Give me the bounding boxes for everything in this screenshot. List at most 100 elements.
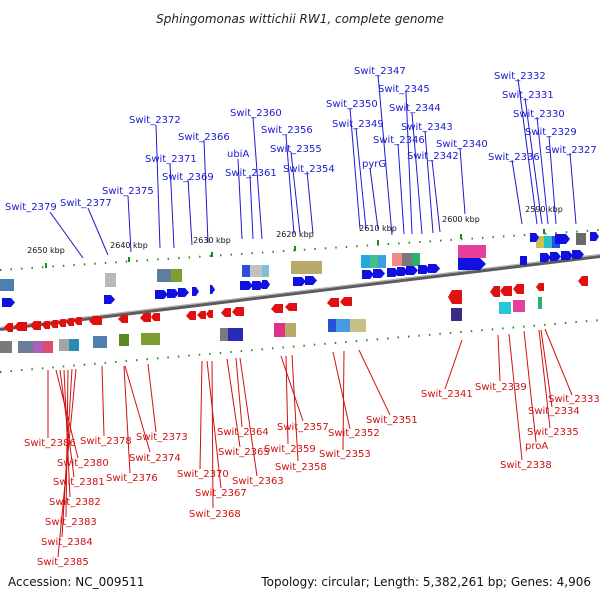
accession-text: Accession: NC_009511 bbox=[8, 575, 144, 589]
leader-line bbox=[127, 195, 132, 253]
leader-line bbox=[239, 357, 258, 477]
kbp-label: 2650 kbp bbox=[27, 246, 65, 255]
gene-label: Swit_2378 bbox=[80, 436, 132, 447]
forward-gene-arrow bbox=[2, 298, 15, 307]
reverse-gene-arrow bbox=[285, 303, 297, 311]
gene-label: Swit_2368 bbox=[189, 509, 241, 520]
leader-line bbox=[285, 134, 295, 235]
leader-line bbox=[211, 360, 214, 509]
reverse-gene-arrow bbox=[221, 308, 231, 317]
gene-label: Swit_2364 bbox=[217, 427, 269, 438]
leader-line bbox=[536, 116, 549, 225]
forward-gene-arrow bbox=[362, 270, 374, 279]
leader-line bbox=[87, 207, 109, 256]
feature-block bbox=[350, 319, 366, 332]
gene-label: Swit_2375 bbox=[102, 186, 154, 197]
reverse-gene-arrow bbox=[66, 318, 74, 326]
leader-line bbox=[199, 360, 203, 470]
reverse-gene-arrow bbox=[500, 286, 512, 296]
reverse-strand-genes bbox=[4, 276, 588, 332]
reverse-gene-arrow bbox=[42, 321, 50, 329]
kbp-label: 2630 kbp bbox=[193, 236, 231, 245]
feature-block bbox=[451, 308, 462, 321]
feature-block bbox=[274, 323, 285, 337]
feature-block bbox=[171, 269, 182, 282]
leader-line bbox=[291, 354, 299, 462]
forward-gene-arrow bbox=[530, 233, 539, 242]
feature-block bbox=[308, 261, 322, 274]
leader-line bbox=[65, 369, 69, 518]
kbp-label: 2600 kbp bbox=[442, 215, 480, 224]
reverse-gene-arrow bbox=[140, 313, 151, 322]
feature-block bbox=[370, 255, 378, 268]
gene-label: Swit_2371 bbox=[145, 154, 197, 165]
top-gene-labels: Swit_2379 Swit_2377 Swit_2375 Swit_2372 … bbox=[5, 66, 597, 213]
gene-label: Swit_2339 bbox=[475, 382, 527, 393]
forward-gene-arrow bbox=[397, 267, 408, 276]
leader-line bbox=[569, 152, 577, 225]
map-title: Sphingomonas wittichii RW1, complete gen… bbox=[156, 12, 444, 26]
forward-gene-arrow bbox=[192, 287, 199, 296]
leader-line bbox=[508, 333, 523, 461]
gene-label: Swit_2365 bbox=[218, 447, 270, 458]
feature-block bbox=[328, 319, 336, 332]
feature-block bbox=[262, 265, 269, 277]
reverse-gene-arrow bbox=[74, 317, 82, 325]
leader-line bbox=[431, 159, 441, 233]
leader-line bbox=[342, 350, 345, 451]
reverse-gene-arrow bbox=[14, 322, 27, 331]
gene-label: Swit_2357 bbox=[277, 422, 329, 433]
forward-gene-arrow bbox=[555, 234, 570, 244]
feature-block bbox=[291, 261, 308, 274]
leader-line bbox=[332, 351, 351, 430]
leader-line bbox=[169, 163, 175, 249]
gene-label: Swit_2349 bbox=[332, 119, 384, 130]
gene-label: Swit_2333 bbox=[548, 394, 600, 405]
gene-label: Swit_2351 bbox=[366, 415, 418, 426]
leader-line bbox=[459, 147, 466, 215]
gene-label: Swit_2330 bbox=[513, 109, 565, 120]
feature-block bbox=[69, 339, 79, 351]
leader-line bbox=[123, 365, 131, 474]
feature-block bbox=[105, 273, 116, 287]
gene-label: ubiA bbox=[227, 149, 249, 160]
gene-label: Swit_2327 bbox=[545, 145, 597, 156]
feature-block bbox=[402, 253, 412, 266]
leader-line bbox=[252, 116, 263, 240]
gene-label: Swit_2376 bbox=[106, 473, 158, 484]
leader-line bbox=[523, 330, 537, 443]
reverse-gene-arrow bbox=[513, 284, 524, 294]
leader-line bbox=[206, 360, 222, 489]
forward-gene-arrow bbox=[428, 264, 440, 273]
leader-line bbox=[124, 365, 151, 453]
forward-gene-arrow bbox=[572, 250, 584, 259]
gene-label: Swit_2353 bbox=[319, 449, 371, 460]
gene-label: Swit_2340 bbox=[436, 139, 488, 150]
gene-label: Swit_2334 bbox=[528, 406, 580, 417]
forward-gene-arrow bbox=[590, 232, 599, 241]
leader-line bbox=[155, 124, 161, 249]
gene-label: Swit_2338 bbox=[500, 460, 552, 471]
gene-label: Swit_2383 bbox=[45, 517, 97, 528]
leader-line bbox=[358, 349, 391, 416]
gene-label: Swit_2361 bbox=[225, 168, 277, 179]
gene-label: Swit_2379 bbox=[5, 202, 57, 213]
bottom-leader-lines bbox=[47, 328, 573, 558]
leader-line bbox=[285, 355, 289, 445]
gene-label: Swit_2374 bbox=[129, 453, 181, 464]
forward-gene-arrow bbox=[155, 290, 168, 299]
reverse-gene-arrow bbox=[151, 313, 160, 321]
reverse-gene-arrow bbox=[58, 319, 66, 327]
gene-label: Swit_2345 bbox=[378, 84, 430, 95]
leader-line bbox=[369, 167, 379, 230]
leader-line bbox=[377, 74, 393, 236]
leader-line bbox=[544, 328, 573, 396]
forward-gene-arrow bbox=[418, 265, 430, 274]
gene-label: Swit_2358 bbox=[275, 462, 327, 473]
leader-line bbox=[444, 339, 463, 390]
gene-label: Swit_2331 bbox=[502, 90, 554, 101]
genome-backbone bbox=[0, 229, 600, 373]
gene-label: Swit_2373 bbox=[136, 432, 188, 443]
gene-label: Swit_2344 bbox=[389, 103, 441, 114]
reverse-gene-arrow bbox=[340, 297, 352, 306]
